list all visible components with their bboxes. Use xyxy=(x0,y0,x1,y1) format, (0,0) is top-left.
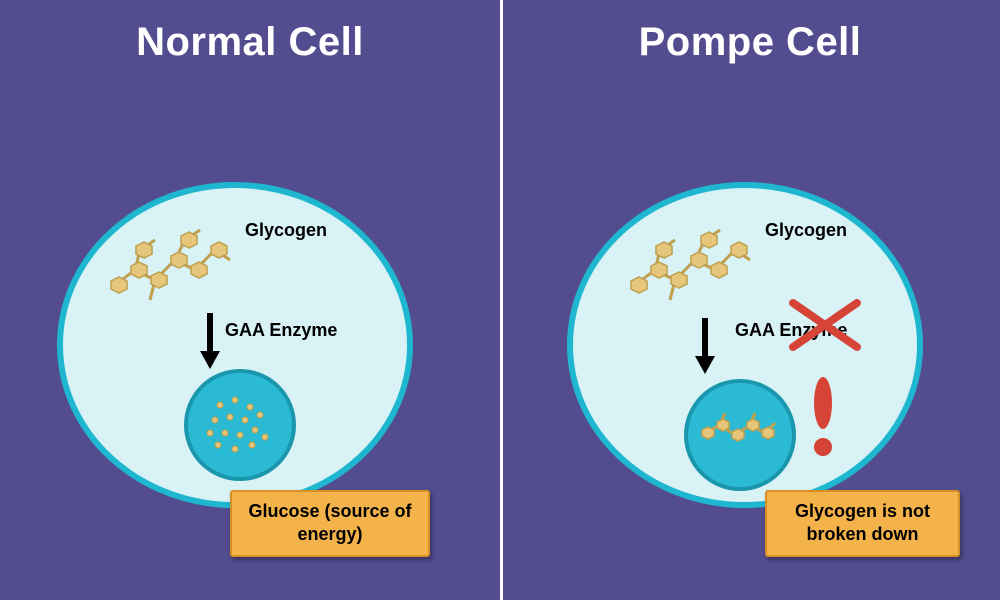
left-caption: Glucose (source of energy) xyxy=(230,490,430,557)
left-arrow-icon xyxy=(180,305,240,385)
right-glycogen-icon xyxy=(615,205,765,315)
left-enzyme-label: GAA Enzyme xyxy=(225,320,337,341)
diagram-canvas: Normal Cell xyxy=(0,0,1000,600)
left-panel: Normal Cell xyxy=(0,0,500,600)
right-panel: Pompe Cell xyxy=(500,0,1000,600)
left-cell: Glycogen GAA Enzyme xyxy=(50,175,420,515)
exclaim-icon xyxy=(808,375,838,465)
right-organelle xyxy=(680,375,800,495)
right-cell: Glycogen GAA Enzyme xyxy=(560,175,930,515)
left-glycogen-icon xyxy=(95,205,245,315)
right-title: Pompe Cell xyxy=(500,20,1000,65)
cross-icon xyxy=(785,295,865,355)
right-arrow-icon xyxy=(675,310,735,390)
right-glycogen-label: Glycogen xyxy=(765,220,847,241)
right-caption: Glycogen is not broken down xyxy=(765,490,960,557)
left-glycogen-label: Glycogen xyxy=(245,220,327,241)
left-title: Normal Cell xyxy=(0,20,500,65)
